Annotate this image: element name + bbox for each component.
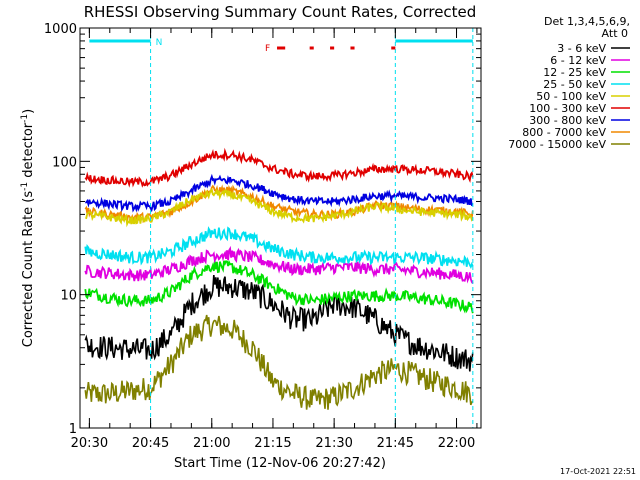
- axis-ticks: 1 10 100 1000 20:30 20:45 21:00 21:15 21:30 21:45…: [44, 22, 481, 451]
- x-tick-label: 21:15: [254, 436, 291, 451]
- x-tick-label: 20:30: [71, 436, 108, 451]
- y-tick-label: 1: [69, 422, 77, 437]
- legend-label-3-6keV: 3 - 6 keV: [557, 42, 606, 55]
- x-tick-label: 21:30: [315, 436, 352, 451]
- legend-label-7000-15000keV: 7000 - 15000 keV: [508, 138, 606, 151]
- legend-label-25-50keV: 25 - 50 keV: [543, 78, 606, 91]
- y-tick-label: 1000: [44, 22, 77, 37]
- y-tick-label: 10: [60, 289, 77, 304]
- annotation-layer: NF: [89, 28, 474, 428]
- legend-header: Det 1,3,4,5,6,9,: [544, 15, 630, 28]
- series-line-6-12keV: [84, 245, 474, 284]
- y-tick-label: 100: [52, 155, 77, 170]
- x-tick-label: 20:45: [132, 436, 169, 451]
- series-line-50-100keV: [85, 187, 474, 228]
- series-line-300-800keV: [85, 173, 474, 213]
- x-tick-label: 21:00: [193, 436, 230, 451]
- chart-title: RHESSI Observing Summary Count Rates, Co…: [84, 3, 477, 21]
- legend-label-800-7000keV: 800 - 7000 keV: [522, 126, 606, 139]
- series-line-3-6keV: [84, 275, 474, 372]
- night-label: N: [156, 38, 163, 48]
- plot-frame: [79, 27, 482, 429]
- x-tick-label: 21:45: [377, 436, 414, 451]
- series-layer: [84, 147, 474, 410]
- legend-subheader: Att 0: [602, 27, 628, 40]
- legend-label-12-25keV: 12 - 25 keV: [543, 66, 606, 79]
- series-line-800-7000keV: [84, 184, 474, 224]
- series-line-7000-15000keV: [84, 314, 474, 410]
- footer-date: 17-Oct-2021 22:51: [560, 467, 636, 476]
- x-axis-label: Start Time (12-Nov-06 20:27:42): [174, 456, 386, 471]
- legend-label-100-300keV: 100 - 300 keV: [529, 102, 606, 115]
- y-axis-label: Corrected Count Rate (s-1 detector-1): [20, 109, 36, 347]
- series-line-12-25keV: [84, 259, 474, 314]
- series-line-100-300keV: [84, 147, 474, 188]
- flare-label: F: [265, 44, 270, 54]
- legend-label-6-12keV: 6 - 12 keV: [550, 54, 606, 67]
- x-tick-label: 22:00: [438, 436, 475, 451]
- series-line-25-50keV: [84, 226, 474, 269]
- legend-label-50-100keV: 50 - 100 keV: [536, 90, 606, 103]
- legend-label-300-800keV: 300 - 800 keV: [529, 114, 606, 127]
